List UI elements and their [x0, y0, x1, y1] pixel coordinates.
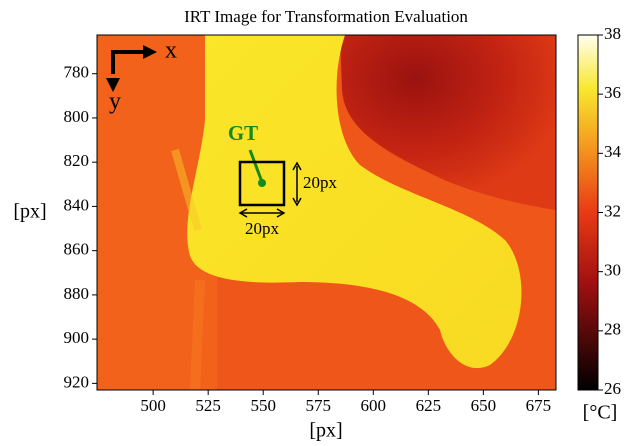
x-tick-label: 675	[526, 396, 552, 415]
x-tick-label: 650	[471, 396, 497, 415]
colorbar-tick-label: 28	[604, 320, 621, 339]
y-tick-label: 920	[64, 372, 90, 391]
colorbar-tick-label: 30	[604, 261, 621, 280]
colorbar-tick-label: 32	[604, 201, 621, 220]
x-tick-label: 600	[361, 396, 387, 415]
colorbar-tick-label: 38	[604, 24, 621, 43]
x-tick-label: 625	[416, 396, 442, 415]
colorbar-tick-label: 34	[604, 142, 622, 161]
colorbar-tick-label: 26	[604, 379, 621, 398]
x-tick-label: 525	[195, 396, 221, 415]
y-axis-label: [px]	[13, 201, 46, 223]
y-tick-label: 820	[64, 151, 90, 170]
y-tick-label: 780	[64, 63, 90, 82]
thermal-image	[97, 35, 556, 390]
x-tick-label: 575	[305, 396, 331, 415]
colorbar-label: [°C]	[583, 402, 618, 424]
chart-title: IRT Image for Transformation Evaluation	[184, 7, 468, 26]
y-tick-label: 840	[64, 195, 90, 214]
chart: IRT Image for Transformation Evaluation …	[0, 0, 628, 446]
y-direction-label: y	[109, 89, 121, 115]
height-label: 20px	[303, 173, 338, 192]
y-tick-label: 880	[64, 284, 90, 303]
y-tick-label: 860	[64, 240, 90, 259]
width-label: 20px	[245, 219, 280, 238]
x-tick-label: 500	[140, 396, 166, 415]
y-tick-label: 800	[64, 107, 90, 126]
y-tick-label: 900	[64, 328, 90, 347]
page: {"chart_data": {"type": "image", "title"…	[0, 0, 628, 446]
x-tick-label: 550	[250, 396, 276, 415]
colorbar	[578, 35, 598, 390]
gt-label: GT	[228, 121, 258, 145]
x-axis-label: [px]	[309, 420, 342, 442]
x-direction-label: x	[165, 38, 177, 64]
colorbar-tick-label: 36	[604, 83, 621, 102]
